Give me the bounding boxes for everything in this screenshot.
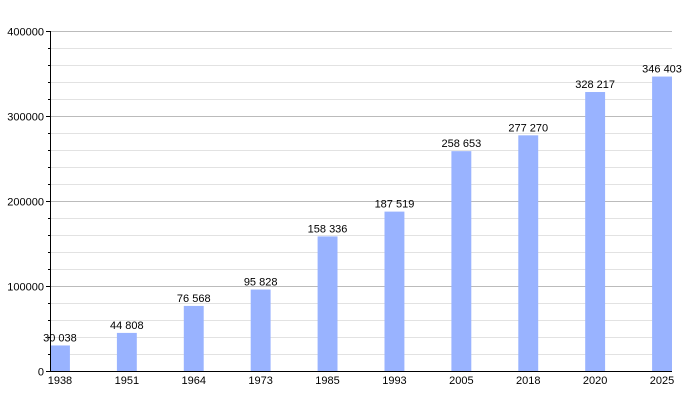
bar-2020 [585,92,606,371]
bar-1938 [50,345,70,371]
x-tick-label: 1964 [182,375,206,387]
y-tick-label: 300000 [7,112,44,124]
data-label: 187 519 [375,199,415,211]
data-label: 30 038 [43,332,77,344]
x-tick-label: 2025 [650,375,674,387]
x-tick-label: 2005 [449,375,473,387]
x-tick-label: 1985 [315,375,339,387]
grid-lines [50,31,672,355]
x-tick-label: 1951 [115,375,139,387]
data-label: 328 217 [575,79,615,91]
bar-1993 [384,211,405,371]
x-tick-label: 1938 [48,375,72,387]
bar-1985 [317,236,338,371]
labels-group: 0 100000 200000 300000 400000 30 038 1938 44 80… [7,27,682,388]
y-tick-label: 100000 [7,282,44,294]
x-tick-label: 2018 [516,375,540,387]
y-tick-label: 200000 [7,197,44,209]
y-tick-label: 0 [38,367,44,379]
data-label: 95 828 [244,277,278,289]
axes [46,31,672,372]
data-label: 258 653 [441,138,481,150]
data-label: 346 403 [642,64,682,76]
bar-1973 [250,289,271,371]
y-tick-label: 400000 [7,27,44,39]
bar-1964 [183,305,204,371]
x-tick-label: 1973 [248,375,272,387]
x-tick-label: 1993 [382,375,406,387]
data-label: 158 336 [308,223,348,235]
bar-2005 [451,151,472,371]
data-label: 44 808 [110,320,144,332]
bar-2018 [518,135,539,371]
x-tick-label: 2020 [583,375,607,387]
data-label: 76 568 [177,293,211,305]
bar-2025 [652,76,672,372]
data-label: 277 270 [508,122,548,134]
bars-group [50,76,672,372]
bar-1951 [116,332,137,371]
